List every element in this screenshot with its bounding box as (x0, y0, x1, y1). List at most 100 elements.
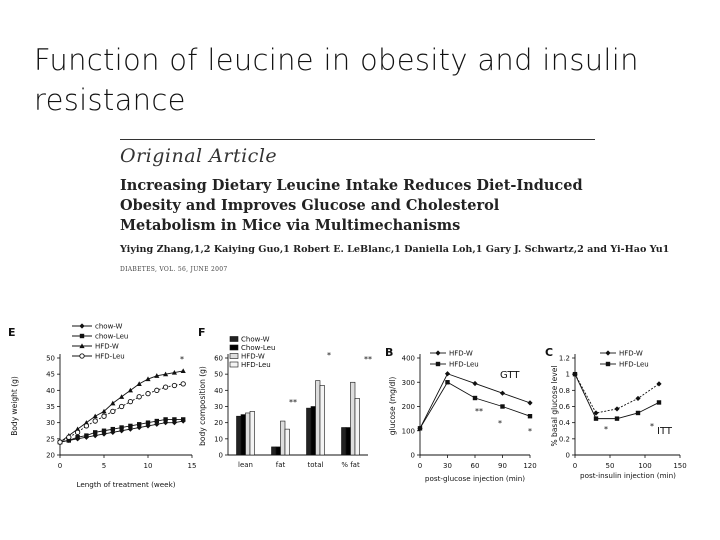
legend-label-E: HFD-Leu (95, 353, 125, 361)
x-axis-label-B: post-glucose injection (min) (425, 474, 525, 483)
data-point-C (635, 395, 641, 402)
data-point-B (444, 371, 451, 377)
article-citation: DIABETES, VOL. 56, JUNE 2007 (120, 266, 228, 273)
data-point-E (180, 381, 186, 387)
legend-label-C: HFD-W (619, 350, 643, 358)
x-tick-label-E: 0 (58, 462, 62, 470)
significance-mark-F: ** (364, 355, 372, 364)
y-tick-label-E: 20 (46, 452, 55, 460)
legend-label-E: chow-Leu (95, 333, 128, 341)
data-point-E (136, 381, 142, 386)
data-point-E (163, 417, 168, 422)
legend-marker-E (79, 353, 85, 359)
data-point-E (110, 408, 116, 415)
data-point-E (181, 417, 186, 422)
data-point-E (110, 426, 115, 432)
y-tick-label-C: 1.2 (559, 355, 570, 363)
data-point-C (593, 416, 599, 421)
y-tick-label-E: 35 (46, 403, 55, 411)
data-point-C (656, 400, 662, 405)
bar-F (245, 412, 251, 456)
y-axis-label-E: Body weight (g) (10, 376, 19, 436)
legend-marker-C (605, 361, 611, 367)
data-point-E (66, 438, 71, 443)
article-section: Original Article (120, 145, 278, 167)
x-tick-label-F: lean (238, 461, 253, 469)
y-tick-label-B: 100 (402, 427, 415, 435)
data-point-E (57, 439, 63, 445)
y-tick-label-C: 0 (566, 452, 570, 460)
data-point-E (119, 394, 125, 399)
x-tick-label-E: 15 (188, 462, 197, 470)
data-point-E (137, 422, 142, 427)
data-point-B (472, 395, 478, 401)
legend-label-F: Chow-Leu (241, 344, 275, 352)
significance-mark-B: * (528, 427, 532, 436)
legend-label-F: HFD-Leu (241, 361, 271, 369)
data-point-E (101, 428, 107, 433)
y-tick-label-F: 50 (214, 371, 223, 379)
bar-F (275, 446, 281, 456)
data-point-B (500, 404, 505, 409)
data-point-E (83, 423, 90, 429)
data-point-E (93, 430, 98, 435)
bar-F (341, 427, 347, 456)
legend-label-C: HFD-Leu (619, 361, 649, 369)
legend-marker-B (435, 350, 441, 356)
data-point-E (66, 434, 72, 440)
legend-label-E: chow-W (95, 323, 123, 331)
data-point-B (527, 414, 533, 419)
data-point-E (84, 433, 89, 438)
chart-title-B: GTT (500, 370, 520, 381)
legend-swatch-F (229, 353, 239, 359)
data-point-E (110, 400, 116, 406)
x-tick-label-F: total (307, 461, 323, 469)
x-axis-label-C: post-insulin injection (min) (580, 471, 676, 480)
series-line-C (574, 373, 660, 420)
legend-label-B: HFD-W (449, 350, 473, 358)
legend-swatch-F (229, 361, 239, 368)
y-tick-label-C: 0.4 (559, 419, 571, 427)
y-tick-label-F: 20 (214, 419, 223, 427)
bar-F (236, 415, 242, 456)
article-authors: Yiying Zhang,1,2 Kaiying Guo,1 Robert E.… (120, 244, 670, 255)
data-point-E (154, 373, 160, 378)
legend-label-B: HFD-Leu (449, 361, 479, 369)
series-line-C (574, 373, 660, 414)
data-point-E (172, 417, 177, 422)
x-tick-label-B: 0 (418, 462, 422, 470)
bar-F (350, 381, 356, 456)
data-point-E (119, 425, 124, 430)
significance-mark-B: ** (475, 407, 483, 416)
legend-marker-B (435, 361, 441, 367)
y-tick-label-C: 0.2 (559, 435, 570, 443)
x-tick-label-C: 0 (573, 462, 577, 470)
bar-F (271, 446, 277, 456)
y-tick-label-F: 60 (214, 355, 223, 363)
data-point-C (614, 416, 620, 421)
bar-F (240, 414, 246, 456)
y-tick-label-F: 10 (214, 435, 223, 443)
y-tick-label-E: 40 (46, 387, 55, 395)
data-point-E (145, 420, 151, 425)
y-tick-label-E: 50 (46, 355, 55, 363)
legend-swatch-F (229, 344, 239, 351)
x-tick-label-B: 90 (498, 462, 507, 470)
y-tick-label-B: 200 (402, 403, 415, 411)
data-point-E (101, 408, 107, 414)
legend-swatch-F (229, 336, 239, 342)
data-point-C (614, 406, 620, 412)
data-point-C (656, 381, 662, 387)
significance-mark-F: ** (289, 398, 297, 407)
x-tick-label-E: 10 (144, 462, 153, 470)
bar-F (354, 398, 360, 456)
significance-mark-F: * (327, 351, 331, 360)
significance-mark-C: * (650, 422, 654, 431)
data-point-B (417, 426, 423, 431)
significance-mark-B: * (498, 419, 502, 428)
bar-F (345, 427, 351, 456)
x-tick-label-E: 5 (102, 462, 106, 470)
data-point-E (145, 376, 151, 382)
bar-F (310, 406, 316, 456)
